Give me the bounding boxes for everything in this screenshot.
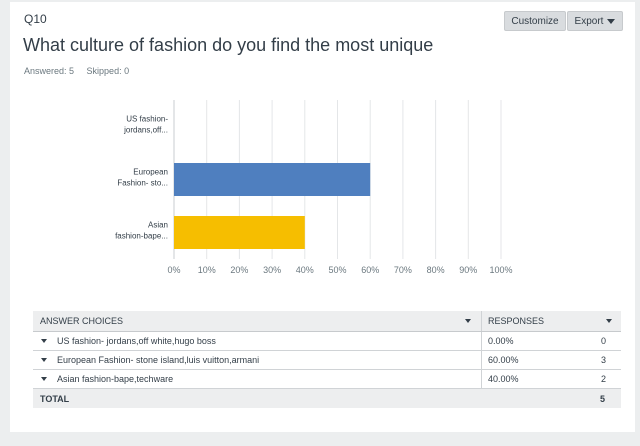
caret-down-icon bbox=[607, 18, 616, 24]
responses-header[interactable]: RESPONSES bbox=[488, 316, 545, 326]
x-tick-label: 20% bbox=[230, 265, 248, 275]
question-title: What culture of fashion do you find the … bbox=[23, 35, 434, 55]
customize-button[interactable]: Customize bbox=[504, 11, 566, 31]
expand-row-icon[interactable] bbox=[41, 370, 47, 388]
table-header: ANSWER CHOICES RESPONSES bbox=[33, 311, 621, 332]
column-divider bbox=[481, 332, 482, 350]
x-tick-label: 0% bbox=[167, 265, 180, 275]
table-row: European Fashion- stone island,luis vuit… bbox=[33, 351, 621, 370]
x-tick-label: 30% bbox=[263, 265, 281, 275]
x-tick-label: 50% bbox=[328, 265, 346, 275]
x-tick-label: 10% bbox=[198, 265, 216, 275]
response-count: 0 bbox=[601, 336, 607, 346]
x-tick-label: 60% bbox=[361, 265, 379, 275]
table-row: US fashion- jordans,off white,hugo boss 0… bbox=[33, 332, 621, 351]
bar[interactable] bbox=[174, 216, 305, 249]
column-divider bbox=[481, 370, 482, 388]
sort-responses-icon[interactable] bbox=[606, 311, 612, 331]
answer-choices-header[interactable]: ANSWER CHOICES bbox=[40, 316, 124, 326]
expand-row-icon[interactable] bbox=[41, 351, 47, 369]
total-label: TOTAL bbox=[40, 393, 70, 404]
response-count: 2 bbox=[601, 374, 607, 384]
response-count: 3 bbox=[601, 355, 607, 365]
x-tick-label: 100% bbox=[489, 265, 512, 275]
answer-choice: Asian fashion-bape,techware bbox=[57, 374, 174, 384]
total-count: 5 bbox=[600, 393, 606, 404]
answer-choice: US fashion- jordans,off white,hugo boss bbox=[57, 336, 216, 346]
x-tick-label: 40% bbox=[296, 265, 314, 275]
response-percent: 40.00% bbox=[488, 374, 519, 384]
question-number: Q10 bbox=[24, 12, 47, 26]
response-percent: 60.00% bbox=[488, 355, 519, 365]
table-body: US fashion- jordans,off white,hugo boss 0… bbox=[33, 332, 621, 389]
export-button[interactable]: Export bbox=[567, 11, 623, 31]
bar-chart: 0% 10% 20% 30% 40% 50% 60% 70% 80% 90% 100% US fash… bbox=[115, 100, 513, 275]
x-tick-label: 90% bbox=[459, 265, 477, 275]
category-label: Fashion- sto... bbox=[117, 179, 168, 188]
x-tick-label: 70% bbox=[394, 265, 412, 275]
customize-label: Customize bbox=[511, 15, 559, 27]
category-label: US fashion- bbox=[126, 115, 168, 124]
sort-choices-icon[interactable] bbox=[465, 311, 471, 331]
table-row: Asian fashion-bape,techware 40.00% 2 bbox=[33, 370, 621, 389]
category-label: jordans,off... bbox=[123, 126, 168, 135]
answer-choice: European Fashion- stone island,luis vuit… bbox=[57, 355, 260, 365]
response-summary: Answered: 5 Skipped: 0 bbox=[24, 66, 139, 76]
category-label: European bbox=[133, 168, 168, 177]
bar[interactable] bbox=[174, 163, 371, 196]
skipped-count: Skipped: 0 bbox=[86, 66, 130, 76]
total-row: TOTAL 5 bbox=[33, 389, 621, 408]
expand-row-icon[interactable] bbox=[41, 332, 47, 350]
question-card: Q10 Customize Export What culture of fas… bbox=[10, 2, 635, 432]
x-tick-label: 80% bbox=[427, 265, 445, 275]
column-divider bbox=[481, 351, 482, 369]
answer-table: ANSWER CHOICES RESPONSES US fashion- jor… bbox=[33, 311, 621, 408]
answered-count: Answered: 5 bbox=[24, 66, 75, 76]
category-label: Asian bbox=[148, 221, 168, 230]
category-label: fashion-bape... bbox=[115, 232, 168, 241]
response-percent: 0.00% bbox=[488, 336, 514, 346]
export-label: Export bbox=[574, 15, 604, 27]
column-divider bbox=[481, 311, 482, 331]
